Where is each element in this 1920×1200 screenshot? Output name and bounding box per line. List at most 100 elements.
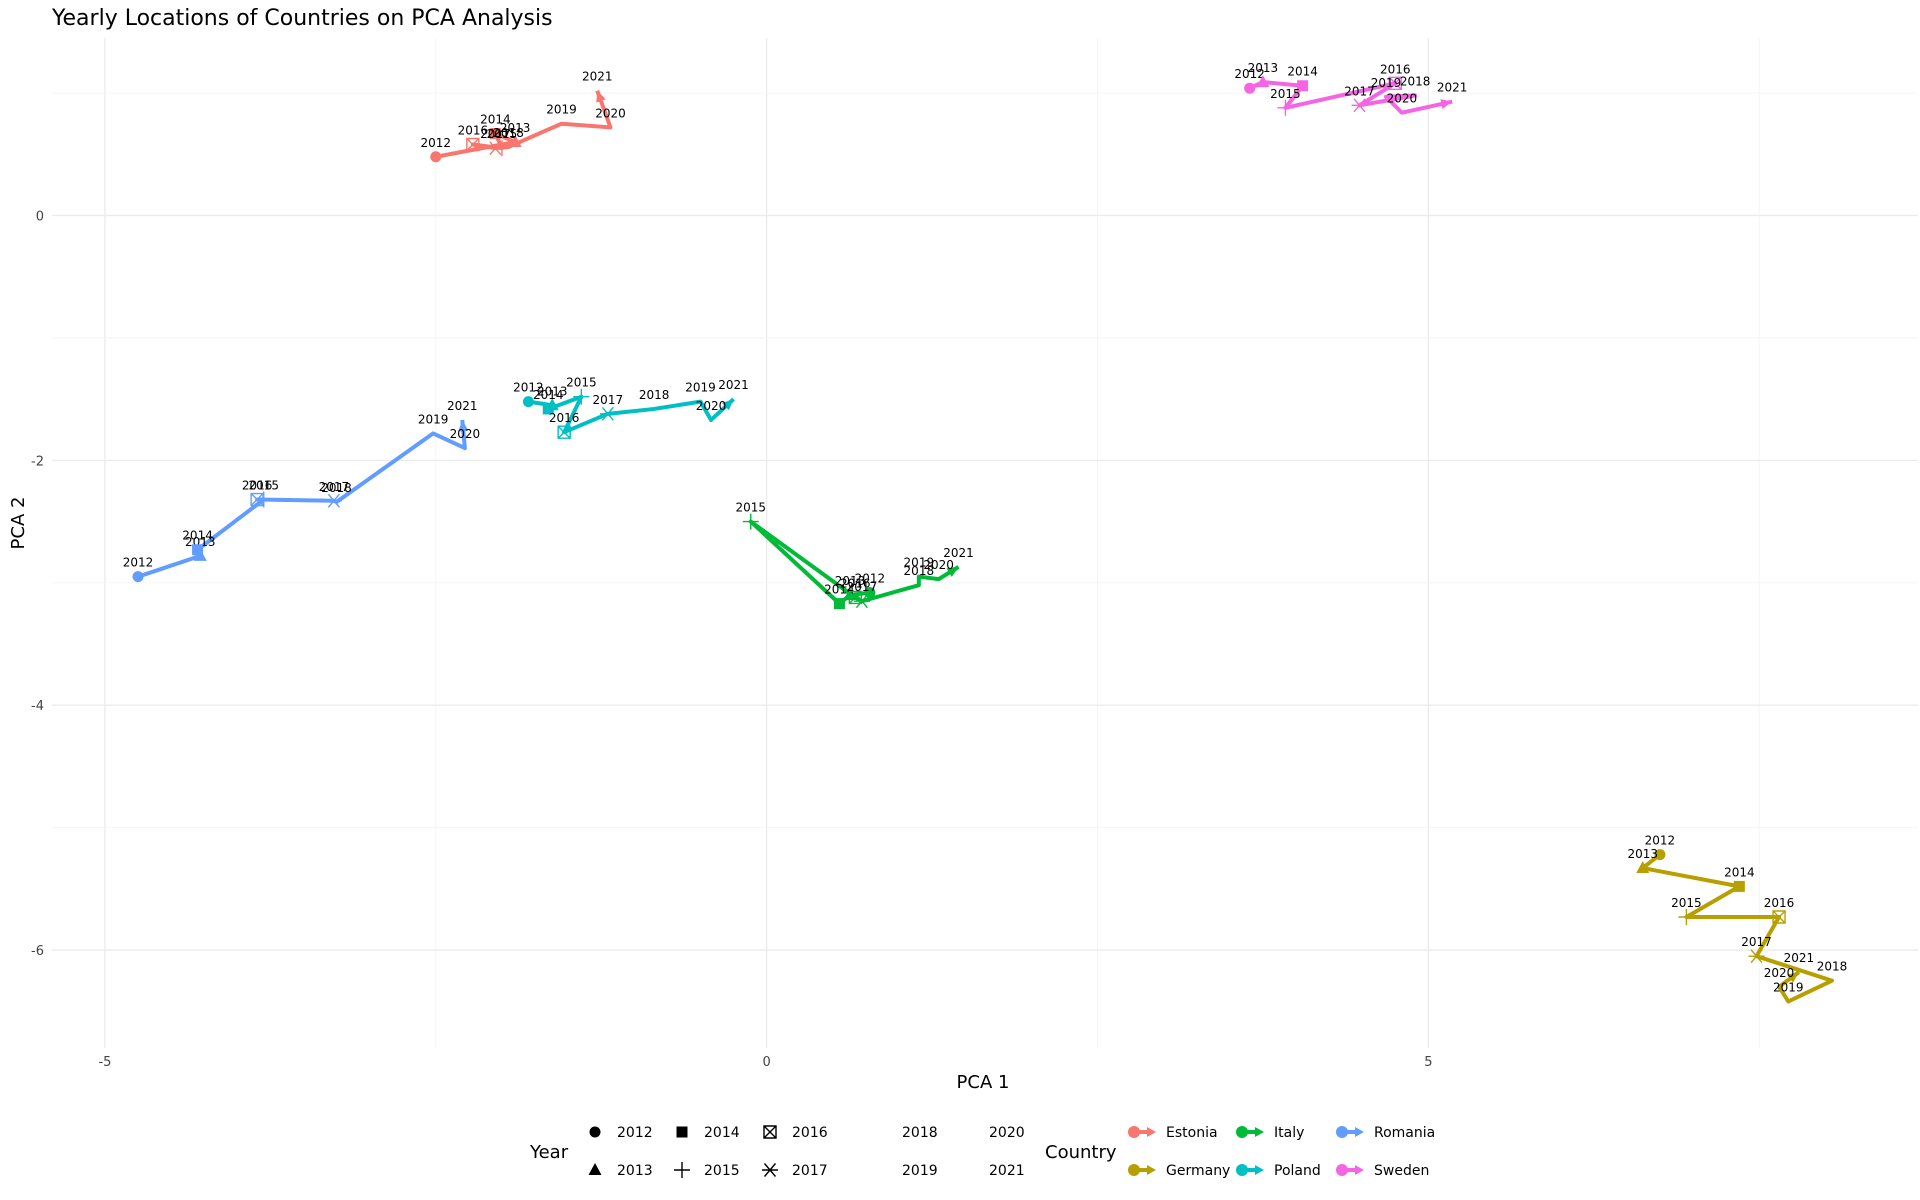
point-label: 2020 [923, 558, 954, 572]
point-marker [487, 141, 504, 156]
point-label: 2014 [533, 388, 564, 402]
point-label: 2016 [1764, 896, 1795, 910]
point-label: 2017 [1741, 935, 1772, 949]
point-label: 2015 [1270, 87, 1301, 101]
point-label: 2012 [855, 572, 886, 586]
series-line [435, 89, 613, 159]
point-label: 2017 [593, 393, 624, 407]
legend-year-label: 2016 [792, 1125, 828, 1141]
point-marker [250, 492, 264, 507]
legend-country-arrow [1147, 1165, 1156, 1175]
tick-labels: -5 0 5 -6 -4 -2 0 [31, 210, 1432, 1070]
point-marker [1388, 76, 1402, 90]
point-label: 2014 [1724, 865, 1755, 879]
legend-country-arrow [1355, 1127, 1364, 1137]
legend-year-label: 2012 [617, 1125, 653, 1141]
point-label: 2012 [1234, 67, 1265, 81]
point-label: 2019 [1773, 980, 1804, 994]
legend-year-label: 2019 [902, 1163, 938, 1179]
y-tick-label: 0 [36, 210, 44, 225]
point-marker [1654, 849, 1666, 861]
point-marker [508, 135, 522, 148]
point-label: 2019 [1371, 76, 1402, 90]
series-line [1640, 852, 1834, 1004]
point-label: 2016 [242, 479, 273, 493]
point-label: 2015 [487, 127, 518, 141]
point-label: 2014 [824, 583, 855, 597]
point-marker [192, 544, 204, 556]
legend-country-label: Poland [1274, 1163, 1321, 1179]
legend-year: Year 2012 2013 2014 2015 2016 2017 2018 2019 202… [529, 1125, 1025, 1179]
point-label: 2018 [904, 564, 935, 578]
point-label: 2013 [1627, 847, 1658, 861]
point-label: 2019 [546, 103, 577, 117]
point-marker [132, 571, 144, 583]
legend-year-label: 2020 [989, 1125, 1025, 1141]
point-label: 2018 [493, 126, 524, 140]
arrowhead [946, 566, 959, 577]
point-label: 2017 [847, 580, 878, 594]
point-label: 2014 [182, 529, 213, 543]
legend-year-key [589, 1126, 601, 1138]
point-label: 2021 [1437, 81, 1468, 95]
point-label: 2012 [1645, 834, 1676, 848]
point-marker [522, 396, 534, 408]
point-label: 2015 [566, 376, 597, 390]
legend-country-arrow [1255, 1165, 1264, 1175]
y-tick-label: -6 [31, 944, 44, 959]
legend-country-label: Estonia [1166, 1125, 1218, 1141]
point-label: 2020 [1387, 92, 1418, 106]
point-marker [1678, 909, 1695, 926]
point-label: 2021 [943, 546, 974, 560]
legend-year-key [763, 1125, 777, 1139]
x-tick-label: 0 [762, 1055, 770, 1070]
chart-title: Yearly Locations of Countries on PCA Ana… [51, 6, 553, 31]
point-marker [325, 493, 342, 508]
point-marker [489, 127, 501, 139]
y-tick-label: -4 [31, 699, 44, 714]
point-label: 2016 [458, 124, 489, 138]
arrowhead [458, 419, 469, 432]
y-tick-label: -2 [31, 454, 44, 469]
legend-country-label: Germany [1166, 1163, 1230, 1179]
point-label: 2021 [582, 70, 613, 84]
point-label: 2021 [1784, 951, 1815, 965]
point-label: 2012 [421, 136, 452, 150]
point-marker [833, 598, 845, 610]
legend-country-arrow [1147, 1127, 1156, 1137]
point-label: 2021 [447, 399, 478, 413]
point-label: 2012 [123, 556, 154, 570]
point-marker [853, 594, 870, 609]
legend-year-key [674, 1162, 690, 1178]
legend-country-dot [1336, 1164, 1348, 1176]
legend-country-title: Country [1045, 1142, 1117, 1163]
legend-country-dot [1336, 1126, 1348, 1138]
series-line [137, 419, 467, 579]
point-label: 2020 [595, 106, 626, 120]
point-marker [599, 406, 616, 421]
legend-year-title: Year [529, 1142, 569, 1163]
point-marker [466, 137, 480, 152]
point-label: 2015 [248, 479, 279, 493]
legend-country-dot [1128, 1164, 1140, 1176]
point-label: 2012 [513, 381, 544, 395]
legend-year-label: 2014 [704, 1125, 740, 1141]
legend-country: Country Estonia Germany Italy Poland Romania… [1045, 1125, 1435, 1179]
point-label: 2017 [319, 480, 350, 494]
legend-country-label: Romania [1374, 1125, 1435, 1141]
legend-year-label: 2018 [902, 1125, 938, 1141]
point-label: 2020 [450, 427, 481, 441]
x-tick-label: 5 [1424, 1055, 1432, 1070]
legend-year-label: 2017 [792, 1163, 828, 1179]
point-marker [557, 425, 571, 439]
legend-country-dot [1236, 1164, 1248, 1176]
point-marker [1351, 98, 1368, 113]
legend-country-dot [1128, 1126, 1140, 1138]
point-marker [1277, 99, 1294, 116]
arrowhead [1787, 972, 1799, 983]
